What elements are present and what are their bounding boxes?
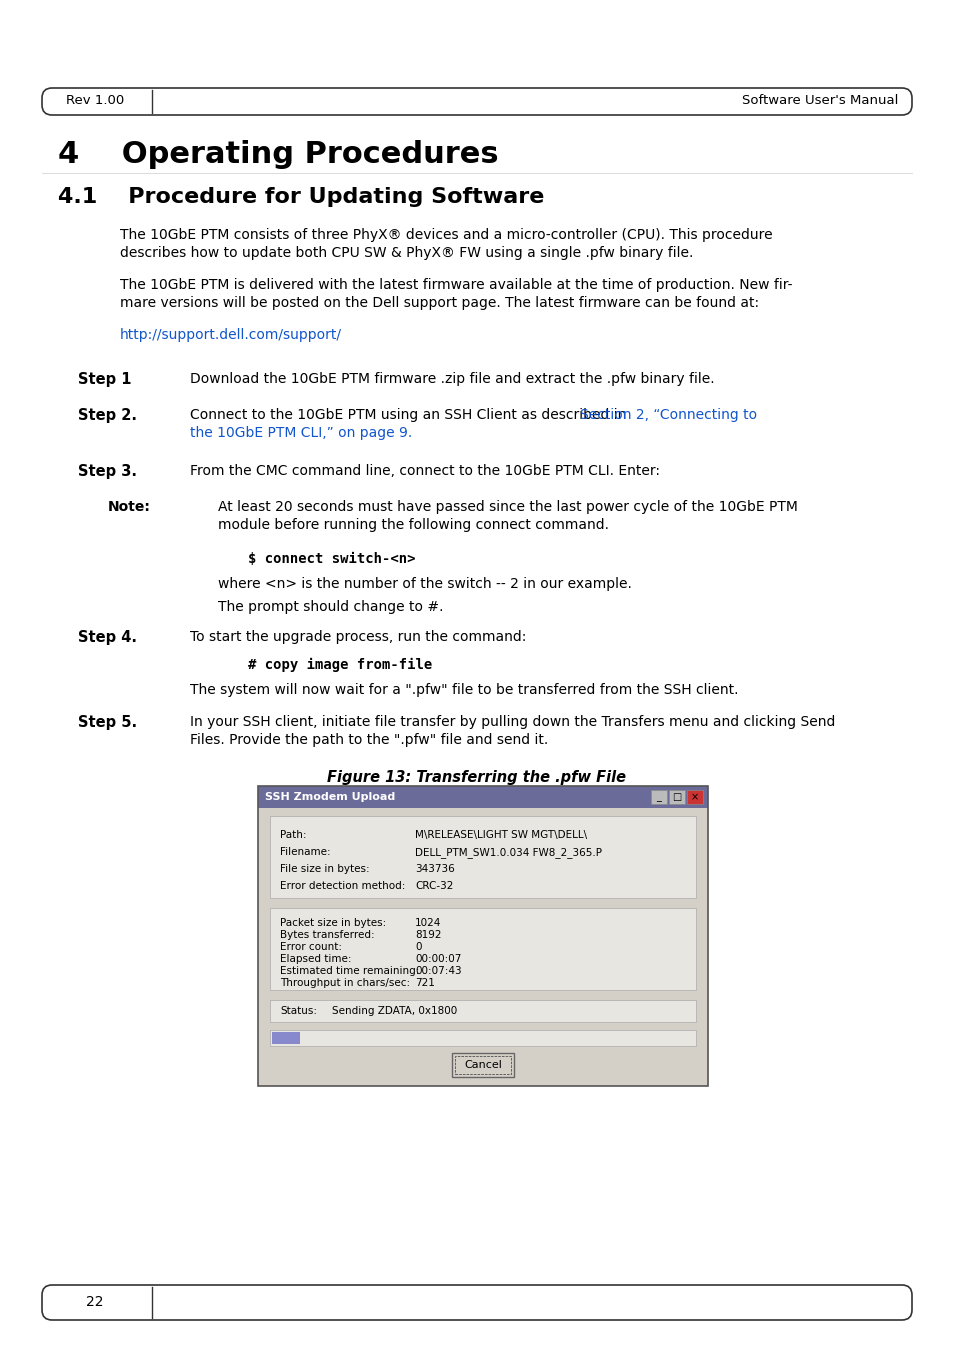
Text: $ connect switch-<n>: $ connect switch-<n> (248, 552, 416, 566)
Text: 721: 721 (415, 977, 435, 988)
Text: 4    Operating Procedures: 4 Operating Procedures (58, 140, 498, 169)
Bar (650, 790, 666, 805)
Text: 343736: 343736 (415, 864, 455, 873)
Text: 8192: 8192 (415, 930, 441, 940)
Text: Error count:: Error count: (280, 942, 341, 952)
Text: ×: × (690, 792, 699, 802)
Text: http://support.dell.com/support/: http://support.dell.com/support/ (120, 328, 341, 342)
Text: From the CMC command line, connect to the 10GbE PTM CLI. Enter:: From the CMC command line, connect to th… (190, 464, 659, 478)
Bar (455, 1056, 511, 1075)
Bar (257, 809, 707, 1085)
Text: Connect to the 10GbE PTM using an SSH Client as described in: Connect to the 10GbE PTM using an SSH Cl… (190, 408, 630, 423)
Text: The 10GbE PTM consists of three PhyX® devices and a micro-controller (CPU). This: The 10GbE PTM consists of three PhyX® de… (120, 228, 772, 242)
Text: 4.1    Procedure for Updating Software: 4.1 Procedure for Updating Software (58, 188, 544, 207)
Text: mare versions will be posted on the Dell support page. The latest firmware can b: mare versions will be posted on the Dell… (120, 296, 759, 310)
Bar (270, 1030, 696, 1046)
Text: 1024: 1024 (415, 918, 441, 927)
FancyBboxPatch shape (42, 1285, 911, 1320)
Text: At least 20 seconds must have passed since the last power cycle of the 10GbE PTM: At least 20 seconds must have passed sin… (218, 500, 797, 514)
Text: Download the 10GbE PTM firmware .zip file and extract the .pfw binary file.: Download the 10GbE PTM firmware .zip fil… (190, 373, 714, 386)
Text: The prompt should change to #.: The prompt should change to #. (218, 599, 443, 614)
Text: Throughput in chars/sec:: Throughput in chars/sec: (280, 977, 410, 988)
Bar (270, 909, 696, 990)
Text: DELL_PTM_SW1.0.034 FW8_2_365.P: DELL_PTM_SW1.0.034 FW8_2_365.P (415, 846, 601, 857)
Bar (257, 786, 707, 1085)
Text: Cancel: Cancel (463, 1060, 501, 1071)
Text: Error detection method:: Error detection method: (280, 882, 405, 891)
Text: To start the upgrade process, run the command:: To start the upgrade process, run the co… (190, 630, 526, 644)
Text: The 10GbE PTM is delivered with the latest firmware available at the time of pro: The 10GbE PTM is delivered with the late… (120, 278, 792, 292)
Bar (686, 790, 702, 805)
Text: Step 4.: Step 4. (78, 630, 137, 645)
Bar (270, 1000, 696, 1022)
Text: File size in bytes:: File size in bytes: (280, 864, 369, 873)
Text: 0: 0 (415, 942, 421, 952)
Text: 00:00:07: 00:00:07 (415, 954, 461, 964)
Text: Rev 1.00: Rev 1.00 (66, 95, 124, 108)
Text: 00:07:43: 00:07:43 (415, 967, 461, 976)
Text: Bytes transferred:: Bytes transferred: (280, 930, 375, 940)
Text: Estimated time remaining:: Estimated time remaining: (280, 967, 419, 976)
Text: CRC-32: CRC-32 (415, 882, 453, 891)
Bar (272, 1031, 299, 1044)
FancyBboxPatch shape (452, 1053, 514, 1077)
Text: □: □ (672, 792, 680, 802)
Text: In your SSH client, initiate file transfer by pulling down the Transfers menu an: In your SSH client, initiate file transf… (190, 716, 835, 729)
Text: Status:: Status: (280, 1006, 316, 1017)
FancyBboxPatch shape (42, 88, 911, 115)
Text: SSH Zmodem Upload: SSH Zmodem Upload (265, 792, 395, 802)
Text: Filename:: Filename: (280, 846, 331, 857)
Text: Step 5.: Step 5. (78, 716, 137, 730)
Text: 22: 22 (86, 1295, 104, 1309)
Text: the 10GbE PTM CLI,” on page 9.: the 10GbE PTM CLI,” on page 9. (190, 427, 412, 440)
Text: Elapsed time:: Elapsed time: (280, 954, 351, 964)
Text: # copy image from-file: # copy image from-file (248, 657, 432, 672)
Text: Step 1: Step 1 (78, 373, 132, 387)
Text: Packet size in bytes:: Packet size in bytes: (280, 918, 386, 927)
Text: module before running the following connect command.: module before running the following conn… (218, 518, 608, 532)
Text: M\RELEASE\LIGHT SW MGT\DELL\: M\RELEASE\LIGHT SW MGT\DELL\ (415, 830, 586, 840)
Text: Step 3.: Step 3. (78, 464, 137, 479)
Text: Path:: Path: (280, 830, 306, 840)
Text: Files. Provide the path to the ".pfw" file and send it.: Files. Provide the path to the ".pfw" fi… (190, 733, 548, 747)
Bar (270, 815, 696, 898)
Text: Figure 13: Transferring the .pfw File: Figure 13: Transferring the .pfw File (327, 769, 626, 784)
Text: The system will now wait for a ".pfw" file to be transferred from the SSH client: The system will now wait for a ".pfw" fi… (190, 683, 738, 697)
Text: _: _ (656, 792, 660, 802)
Text: Software User's Manual: Software User's Manual (741, 95, 897, 108)
Text: Sending ZDATA, 0x1800: Sending ZDATA, 0x1800 (332, 1006, 456, 1017)
Text: where <n> is the number of the switch -- 2 in our example.: where <n> is the number of the switch --… (218, 576, 631, 591)
Text: Note:: Note: (108, 500, 151, 514)
Bar (257, 786, 707, 809)
Text: Step 2.: Step 2. (78, 408, 137, 423)
Text: Section 2, “Connecting to: Section 2, “Connecting to (579, 408, 757, 423)
Text: describes how to update both CPU SW & PhyX® FW using a single .pfw binary file.: describes how to update both CPU SW & Ph… (120, 246, 693, 261)
Bar (668, 790, 684, 805)
